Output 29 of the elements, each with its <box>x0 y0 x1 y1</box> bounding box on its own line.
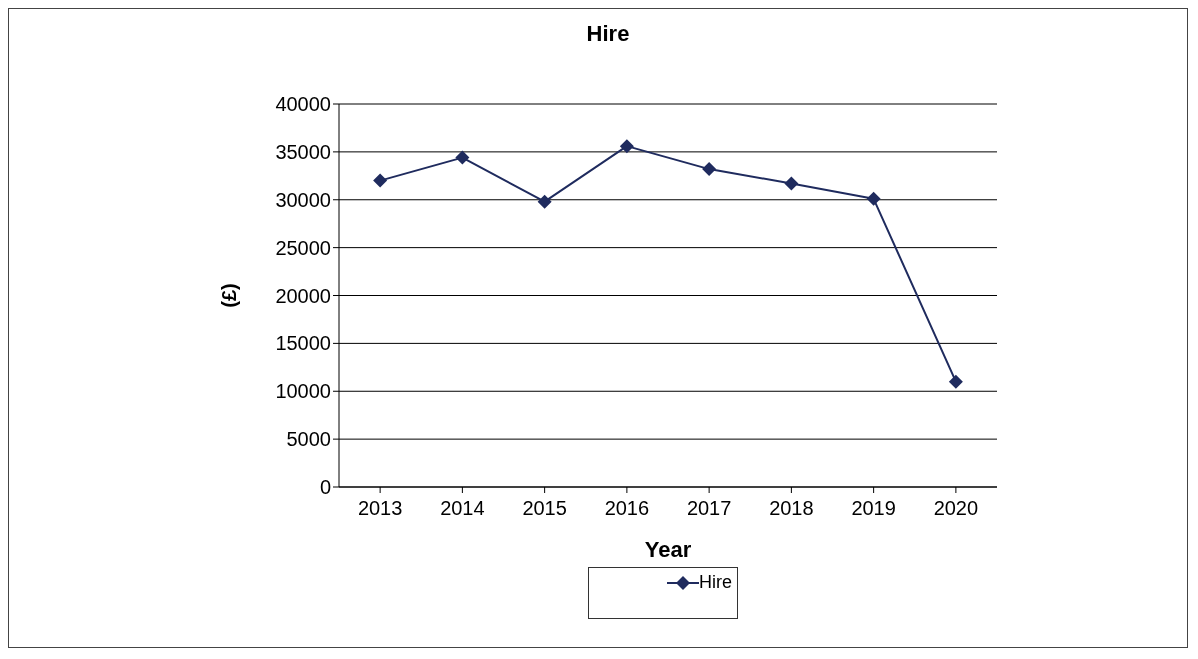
x-tick-label: 2015 <box>522 497 567 520</box>
y-tick-label: 30000 <box>275 188 331 211</box>
point <box>455 150 470 165</box>
x-tick-label: 2018 <box>769 497 814 520</box>
y-tick-label: 40000 <box>275 93 331 116</box>
point <box>373 173 388 188</box>
x-axis-title: Year <box>644 537 692 562</box>
point <box>948 374 963 389</box>
y-tick-label: 35000 <box>275 140 331 163</box>
y-tick-label: 10000 <box>275 380 331 403</box>
x-tick-label: 2014 <box>440 497 485 520</box>
x-tick-label: 2020 <box>933 497 979 520</box>
x-tick-label: 2013 <box>357 497 403 520</box>
x-tick-label: 2016 <box>604 497 650 520</box>
point <box>537 194 552 209</box>
y-axis-title: (£) <box>218 283 241 308</box>
legend-label: Hire <box>698 572 733 593</box>
chart-title: Hire <box>585 21 631 47</box>
point <box>619 139 634 154</box>
x-tick-label: 2017 <box>686 497 732 520</box>
point <box>702 162 717 177</box>
y-tick-label: 0 <box>319 476 331 499</box>
y-tick-label: 5000 <box>286 428 331 451</box>
x-tick-label: 2019 <box>851 497 896 520</box>
y-tick-label: 15000 <box>275 332 331 355</box>
y-tick-label: 20000 <box>275 284 331 307</box>
y-tick-label: 25000 <box>275 236 331 259</box>
point <box>866 191 881 206</box>
point <box>784 176 799 191</box>
